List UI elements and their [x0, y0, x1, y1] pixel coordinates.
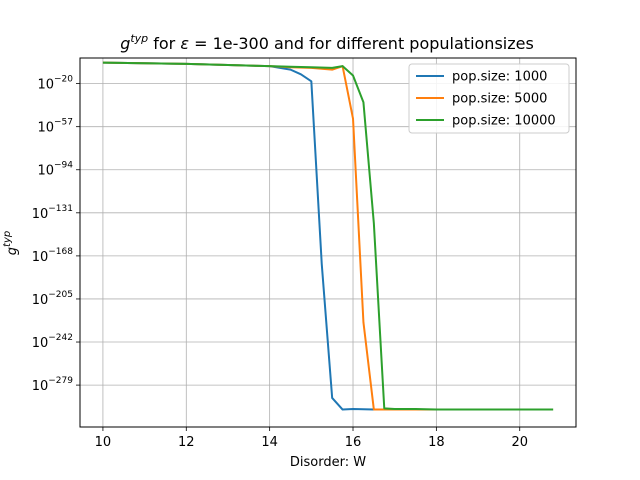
grid — [80, 58, 576, 427]
x-tick-label: 14 — [261, 435, 278, 450]
legend-label: pop.size: 1000 — [452, 70, 547, 85]
legend-label: pop.size: 5000 — [452, 92, 547, 107]
y-tick-label: 10−57 — [37, 118, 73, 136]
y-tick-label: 10−20 — [37, 75, 73, 93]
x-tick-label: 12 — [178, 435, 195, 450]
legend-entries: pop.size: 1000 pop.size: 5000 pop.size: 10… — [416, 70, 556, 129]
y-tick-label: 10−279 — [32, 376, 74, 394]
y-tick-label: 10−131 — [32, 204, 73, 222]
y-tick-label: 10−94 — [37, 161, 73, 179]
axis-ticks: 10 12 14 16 18 20 10−20 10−57 10−94 10−131 10−168 1… — [32, 75, 528, 450]
y-axis-label: gtyp — [2, 231, 20, 255]
x-axis-label: Disorder: W — [290, 455, 366, 470]
legend-label: pop.size: 10000 — [452, 114, 556, 129]
x-tick-label: 16 — [345, 435, 362, 450]
y-tick-label: 10−242 — [32, 333, 73, 351]
plot-frame — [79, 57, 577, 428]
x-tick-label: 10 — [95, 435, 112, 450]
plot-lines — [102, 61, 554, 411]
legend-box — [408, 63, 570, 134]
series-line-pop-size-10000 — [102, 61, 554, 411]
chart-title: gtyp for ε = 1e-300 and for different po… — [120, 32, 534, 53]
x-tick-label: 18 — [428, 435, 445, 450]
x-tick-label: 20 — [511, 435, 528, 450]
y-tick-label: 10−168 — [32, 247, 74, 265]
legend: pop.size: 1000 pop.size: 5000 pop.size: 10… — [408, 63, 570, 134]
y-tick-label: 10−205 — [32, 290, 73, 308]
